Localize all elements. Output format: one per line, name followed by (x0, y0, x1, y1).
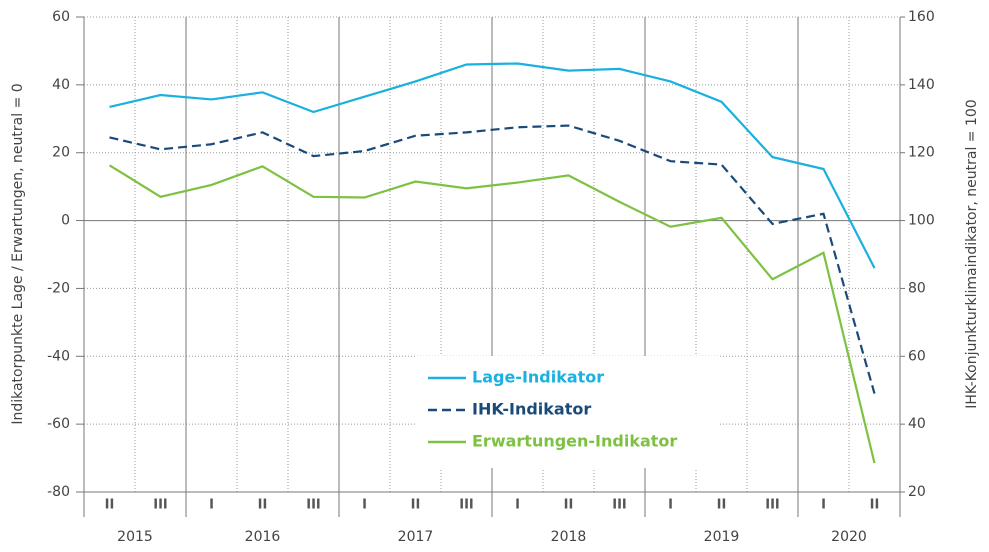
year-label: 2020 (831, 529, 867, 545)
y2-tick-label: 60 (908, 348, 926, 364)
year-label: 2015 (117, 529, 153, 545)
y2-tick-label: 140 (908, 77, 935, 93)
x-tick-label: III (306, 498, 321, 513)
y2-tick-label: 120 (908, 145, 935, 161)
y2-tick-label: 40 (908, 416, 926, 432)
legend-label: Erwartungen-Indikator (472, 432, 677, 451)
series-line (108, 164, 876, 464)
series-line (109, 62, 876, 269)
y-tick-label: 40 (52, 77, 70, 93)
x-tick-label: II (105, 498, 115, 513)
legend-box (415, 356, 720, 468)
y-tick-label: 60 (52, 9, 70, 25)
year-label: 2017 (398, 529, 434, 545)
x-tick-label: III (612, 498, 627, 513)
y-axis-title: Indikatorpunkte Lage / Erwartungen, neut… (10, 83, 26, 424)
legend-label: Lage-Indikator (472, 368, 604, 387)
x-tick-label: I (209, 498, 214, 513)
x-tick-label: III (153, 498, 168, 513)
year-label: 2016 (245, 529, 281, 545)
x-tick-label: II (870, 498, 880, 513)
y2-tick-label: 20 (908, 484, 926, 500)
x-tick-label: II (258, 498, 268, 513)
series-line (109, 124, 876, 394)
y-tick-label: 0 (61, 213, 70, 229)
y-tick-label: -40 (47, 348, 70, 364)
y-tick-label: 20 (52, 145, 70, 161)
legend-label: IHK-Indikator (472, 400, 591, 419)
y-tick-label: -20 (47, 280, 70, 296)
x-tick-label: II (564, 498, 574, 513)
y2-tick-label: 100 (908, 213, 935, 229)
x-tick-label: II (411, 498, 421, 513)
x-tick-label: III (459, 498, 474, 513)
y-tick-label: -60 (47, 416, 70, 432)
year-label: 2018 (551, 529, 587, 545)
year-label: 2019 (704, 529, 740, 545)
y2-axis-title: IHK-Konjunkturklimaindikator, neutral = … (964, 99, 980, 408)
y2-tick-label: 80 (908, 280, 926, 296)
x-tick-label: I (821, 498, 826, 513)
x-tick-label: I (515, 498, 520, 513)
x-tick-label: II (717, 498, 727, 513)
x-tick-label: I (668, 498, 673, 513)
y-tick-label: -80 (47, 484, 70, 500)
x-tick-label: III (765, 498, 780, 513)
x-tick-label: I (362, 498, 367, 513)
y2-tick-label: 160 (908, 9, 935, 25)
